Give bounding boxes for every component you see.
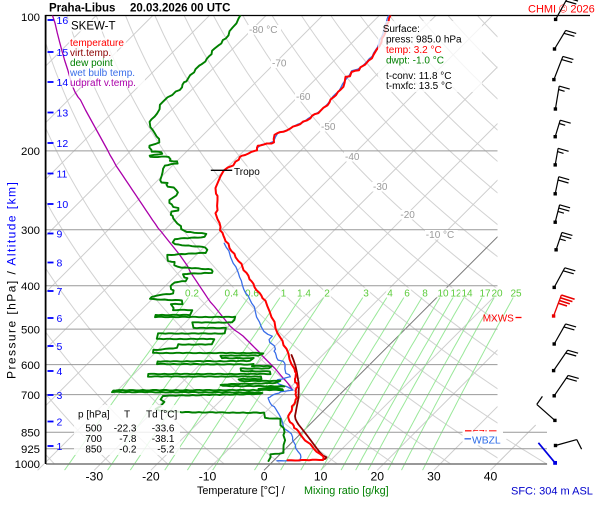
svg-text:15: 15 bbox=[57, 47, 69, 59]
svg-text:1: 1 bbox=[281, 288, 287, 299]
svg-text:-50: -50 bbox=[321, 122, 336, 133]
svg-text:t-mxfc: 13.5 °C: t-mxfc: 13.5 °C bbox=[386, 81, 452, 92]
svg-text:0.2: 0.2 bbox=[185, 288, 199, 299]
svg-text:-20: -20 bbox=[400, 210, 415, 221]
svg-text:20.03.2026 00 UTC: 20.03.2026 00 UTC bbox=[130, 3, 230, 15]
svg-text:press: 985.0 hPa: press: 985.0 hPa bbox=[386, 35, 462, 46]
svg-text:Pressure [hPa] / Altitude [k: Pressure [hPa] / Altitude [km] bbox=[5, 181, 19, 379]
svg-text:4: 4 bbox=[387, 288, 393, 299]
svg-text:20: 20 bbox=[371, 470, 385, 484]
svg-text:10: 10 bbox=[437, 288, 449, 299]
svg-text:SFC: 304 m ASL: SFC: 304 m ASL bbox=[511, 486, 593, 498]
svg-text:925: 925 bbox=[21, 444, 40, 456]
svg-text:40: 40 bbox=[484, 470, 498, 484]
svg-text:8: 8 bbox=[422, 288, 428, 299]
svg-text:13: 13 bbox=[57, 107, 69, 119]
svg-text:2: 2 bbox=[324, 288, 330, 299]
svg-text:10: 10 bbox=[57, 199, 69, 211]
svg-text:400: 400 bbox=[21, 281, 40, 293]
svg-text:dwpt: -1.0 °C: dwpt: -1.0 °C bbox=[386, 56, 444, 67]
svg-text:850: 850 bbox=[21, 428, 40, 440]
svg-text:p [hPa]: p [hPa] bbox=[78, 409, 110, 420]
svg-text:WBZL: WBZL bbox=[472, 436, 501, 447]
svg-text:300: 300 bbox=[21, 225, 40, 237]
svg-text:SKEW-T: SKEW-T bbox=[71, 21, 116, 33]
svg-text:-38.1: -38.1 bbox=[152, 434, 175, 445]
svg-text:500: 500 bbox=[85, 424, 102, 435]
svg-text:Surface:: Surface: bbox=[383, 24, 420, 35]
svg-text:9: 9 bbox=[57, 228, 63, 240]
svg-text:Praha-Libus: Praha-Libus bbox=[49, 3, 115, 15]
svg-text:-40: -40 bbox=[345, 152, 360, 163]
svg-text:-70: -70 bbox=[272, 59, 287, 70]
svg-text:11: 11 bbox=[57, 168, 68, 180]
svg-text:600: 600 bbox=[21, 360, 40, 372]
svg-text:100: 100 bbox=[21, 12, 40, 24]
svg-text:5: 5 bbox=[57, 341, 63, 353]
svg-text:0.4: 0.4 bbox=[225, 288, 239, 299]
svg-text:500: 500 bbox=[21, 324, 40, 336]
svg-text:-10: -10 bbox=[199, 470, 217, 484]
svg-text:-10 °C: -10 °C bbox=[426, 230, 454, 241]
svg-text:Td [°C]: Td [°C] bbox=[146, 409, 177, 420]
svg-text:6: 6 bbox=[57, 313, 63, 325]
svg-text:1000: 1000 bbox=[15, 459, 40, 471]
svg-text:16: 16 bbox=[57, 15, 69, 27]
svg-text:-33.6: -33.6 bbox=[152, 424, 175, 435]
svg-text:30: 30 bbox=[427, 470, 441, 484]
svg-text:700: 700 bbox=[85, 434, 102, 445]
svg-text:4: 4 bbox=[57, 366, 63, 378]
svg-text:200: 200 bbox=[21, 146, 40, 158]
svg-text:12: 12 bbox=[57, 138, 69, 150]
svg-text:-5.2: -5.2 bbox=[157, 445, 175, 456]
svg-text:udpraft v.temp.: udpraft v.temp. bbox=[70, 78, 136, 89]
svg-text:Tropo: Tropo bbox=[234, 167, 260, 178]
svg-text:-30: -30 bbox=[373, 182, 388, 193]
svg-text:-20: -20 bbox=[142, 470, 160, 484]
svg-text:3: 3 bbox=[57, 390, 63, 402]
svg-text:MXWS: MXWS bbox=[483, 313, 514, 324]
svg-text:0: 0 bbox=[261, 470, 268, 484]
svg-text:-30: -30 bbox=[85, 470, 103, 484]
svg-text:10: 10 bbox=[314, 470, 328, 484]
svg-text:8: 8 bbox=[57, 257, 63, 269]
svg-text:25: 25 bbox=[510, 288, 522, 299]
svg-text:700: 700 bbox=[21, 390, 40, 402]
svg-text:14: 14 bbox=[57, 77, 69, 89]
svg-text:20: 20 bbox=[491, 288, 503, 299]
svg-text:-7.8: -7.8 bbox=[119, 434, 137, 445]
svg-text:1.4: 1.4 bbox=[297, 288, 311, 299]
svg-text:2: 2 bbox=[57, 416, 63, 428]
svg-text:temp: 3.2 °C: temp: 3.2 °C bbox=[386, 45, 442, 56]
svg-text:T: T bbox=[124, 409, 130, 420]
svg-text:7: 7 bbox=[57, 286, 63, 298]
svg-text:-0.2: -0.2 bbox=[119, 445, 137, 456]
svg-text:17: 17 bbox=[479, 288, 491, 299]
svg-text:850: 850 bbox=[85, 445, 102, 456]
svg-text:14: 14 bbox=[461, 288, 473, 299]
svg-text:1: 1 bbox=[57, 441, 63, 453]
svg-text:Temperature [°C] /: Temperature [°C] / bbox=[197, 485, 285, 497]
svg-text:3: 3 bbox=[363, 288, 369, 299]
svg-text:-80 °C: -80 °C bbox=[249, 25, 277, 36]
svg-text:-22.3: -22.3 bbox=[114, 424, 137, 435]
svg-text:Mixing ratio [g/kg]: Mixing ratio [g/kg] bbox=[304, 485, 389, 497]
svg-text:-60: -60 bbox=[296, 92, 311, 103]
svg-text:6: 6 bbox=[404, 288, 410, 299]
